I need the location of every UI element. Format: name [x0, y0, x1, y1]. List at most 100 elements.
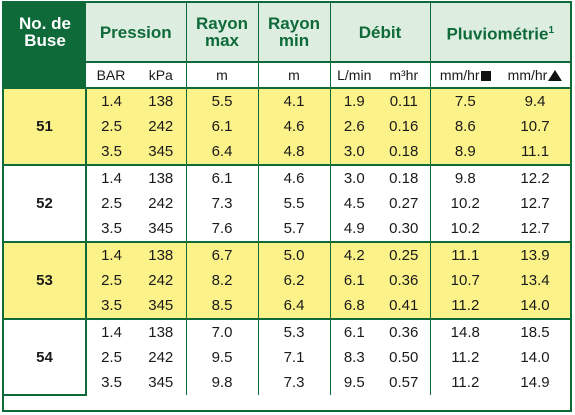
cell-bar: 3.5	[86, 216, 136, 243]
cell-pluvio-square: 11.1	[429, 242, 500, 268]
cell-rayon-min: 5.5	[257, 191, 330, 216]
cell-rayon-min: 4.6	[257, 114, 330, 139]
cell-bar: 3.5	[86, 293, 136, 320]
cell-rayon-max: 9.5	[185, 345, 258, 370]
table-row: 2.5 242 6.1 4.6 2.6 0.16 8.6 10.7	[4, 114, 570, 139]
unit-mmhr-square-text: mm/hr	[439, 67, 480, 83]
header-pluviometrie: Pluviométrie1	[429, 3, 570, 62]
cell-rayon-min: 5.7	[257, 216, 330, 243]
cell-pluvio-triangle: 10.7	[500, 114, 570, 139]
header-rayon-max: Rayon max	[185, 3, 258, 62]
cell-kpa: 242	[136, 191, 186, 216]
cell-rayon-max: 6.7	[185, 242, 258, 268]
nozzle-group-51: 51 1.4 138 5.5 4.1 1.9 0.11 7.5 9.4 2.5 242 6.1 4.6 2…	[4, 88, 570, 166]
cell-debit-m3hr: 0.18	[378, 165, 430, 191]
cell-bar: 1.4	[86, 88, 136, 114]
cell-debit-lmin: 6.1	[329, 319, 378, 345]
cell-debit-m3hr: 0.41	[378, 293, 430, 320]
cell-rayon-min: 5.0	[257, 242, 330, 268]
cell-pluvio-triangle: 12.2	[500, 165, 570, 191]
nozzle-number: 52	[4, 165, 87, 243]
cell-debit-lmin: 9.5	[329, 370, 378, 395]
cell-bar: 3.5	[86, 370, 136, 395]
cell-kpa: 138	[136, 242, 186, 268]
cell-rayon-max: 7.3	[185, 191, 258, 216]
header-pluviometrie-text: Pluviométrie	[446, 24, 549, 44]
unit-m-min: m	[257, 61, 330, 89]
header-debit: Débit	[329, 3, 430, 62]
cell-rayon-min: 4.6	[257, 165, 330, 191]
nozzle-performance-table: No. de Buse Pression Rayon max Rayon min…	[4, 3, 570, 396]
cell-pluvio-square: 8.6	[429, 114, 500, 139]
cell-bar: 1.4	[86, 242, 136, 268]
cell-rayon-max: 9.8	[185, 370, 258, 395]
header-buse-text: No. de Buse	[19, 14, 71, 50]
cell-kpa: 138	[136, 319, 186, 345]
header-buse: No. de Buse	[4, 3, 86, 62]
units-row: BAR kPa m m L/min m³hr mm/hr mm/hr	[4, 61, 570, 89]
cell-bar: 1.4	[86, 319, 136, 345]
cell-rayon-min: 6.2	[257, 268, 330, 293]
cell-rayon-min: 4.8	[257, 139, 330, 166]
table-row: 54 1.4 138 7.0 5.3 6.1 0.36 14.8 18.5	[4, 319, 570, 396]
nozzle-number: 53	[4, 242, 87, 320]
cell-debit-m3hr: 0.11	[378, 88, 430, 114]
table-row: 51 1.4 138 5.5 4.1 1.9 0.11 7.5 9.4	[4, 88, 570, 166]
unit-mmhr-triangle-text: mm/hr	[507, 67, 548, 83]
cell-kpa: 138	[136, 88, 186, 114]
table-row: 3.5 345 9.8 7.3 9.5 0.57 11.2 14.9	[4, 370, 570, 395]
cell-rayon-max: 7.0	[185, 319, 258, 345]
nozzle-number: 51	[4, 88, 87, 166]
cell-bar: 2.5	[86, 345, 136, 370]
cell-pluvio-square: 10.7	[429, 268, 500, 293]
cell-rayon-min: 5.3	[257, 319, 330, 345]
header-rayon-min-text: Rayon min	[268, 14, 320, 50]
unit-lmin: L/min	[329, 61, 378, 89]
cell-pluvio-triangle: 12.7	[500, 191, 570, 216]
table-row: 3.5 345 6.4 4.8 3.0 0.18 8.9 11.1	[4, 139, 570, 166]
cell-bar: 2.5	[86, 191, 136, 216]
cell-debit-lmin: 1.9	[329, 88, 378, 114]
cell-bar: 3.5	[86, 139, 136, 166]
cell-pluvio-triangle: 18.5	[500, 319, 570, 345]
cell-rayon-max: 5.5	[185, 88, 258, 114]
cell-debit-m3hr: 0.18	[378, 139, 430, 166]
cell-debit-m3hr: 0.36	[378, 319, 430, 345]
table-row: 52 1.4 138 6.1 4.6 3.0 0.18 9.8 12.2	[4, 165, 570, 243]
cell-kpa: 345	[136, 293, 186, 320]
cell-pluvio-triangle: 14.0	[500, 293, 570, 320]
footnote-marker: 1	[548, 24, 555, 36]
cell-debit-lmin: 6.8	[329, 293, 378, 320]
cell-pluvio-square: 7.5	[429, 88, 500, 114]
table-row: 53 1.4 138 6.7 5.0 4.2 0.25 11.1 13.9	[4, 242, 570, 320]
cell-pluvio-square: 11.2	[429, 345, 500, 370]
cell-pluvio-square: 10.2	[429, 191, 500, 216]
unit-mmhr-square: mm/hr	[429, 61, 500, 89]
header-row: No. de Buse Pression Rayon max Rayon min…	[4, 3, 570, 62]
cell-debit-lmin: 6.1	[329, 268, 378, 293]
cell-debit-lmin: 2.6	[329, 114, 378, 139]
cell-debit-lmin: 3.0	[329, 139, 378, 166]
cell-pluvio-triangle: 14.9	[500, 370, 570, 395]
cell-pluvio-triangle: 11.1	[500, 139, 570, 166]
cell-rayon-max: 7.6	[185, 216, 258, 243]
cell-debit-m3hr: 0.50	[378, 345, 430, 370]
cell-debit-m3hr: 0.16	[378, 114, 430, 139]
cell-kpa: 345	[136, 216, 186, 243]
nozzle-group-53: 53 1.4 138 6.7 5.0 4.2 0.25 11.1 13.9 2.5 242 8.2 6.…	[4, 242, 570, 320]
cell-debit-lmin: 8.3	[329, 345, 378, 370]
cell-kpa: 242	[136, 345, 186, 370]
cell-kpa: 138	[136, 165, 186, 191]
cell-rayon-max: 6.1	[185, 114, 258, 139]
table-row: 2.5 242 8.2 6.2 6.1 0.36 10.7 13.4	[4, 268, 570, 293]
cell-rayon-min: 7.3	[257, 370, 330, 395]
cell-rayon-max: 6.4	[185, 139, 258, 166]
table-row: 3.5 345 7.6 5.7 4.9 0.30 10.2 12.7	[4, 216, 570, 243]
cell-pluvio-triangle: 14.0	[500, 345, 570, 370]
cell-debit-m3hr: 0.36	[378, 268, 430, 293]
cell-rayon-min: 4.1	[257, 88, 330, 114]
cell-pluvio-square: 9.8	[429, 165, 500, 191]
header-rayon-max-text: Rayon max	[196, 14, 248, 50]
header-pression-text: Pression	[99, 22, 172, 42]
unit-mmhr-triangle: mm/hr	[500, 61, 570, 89]
